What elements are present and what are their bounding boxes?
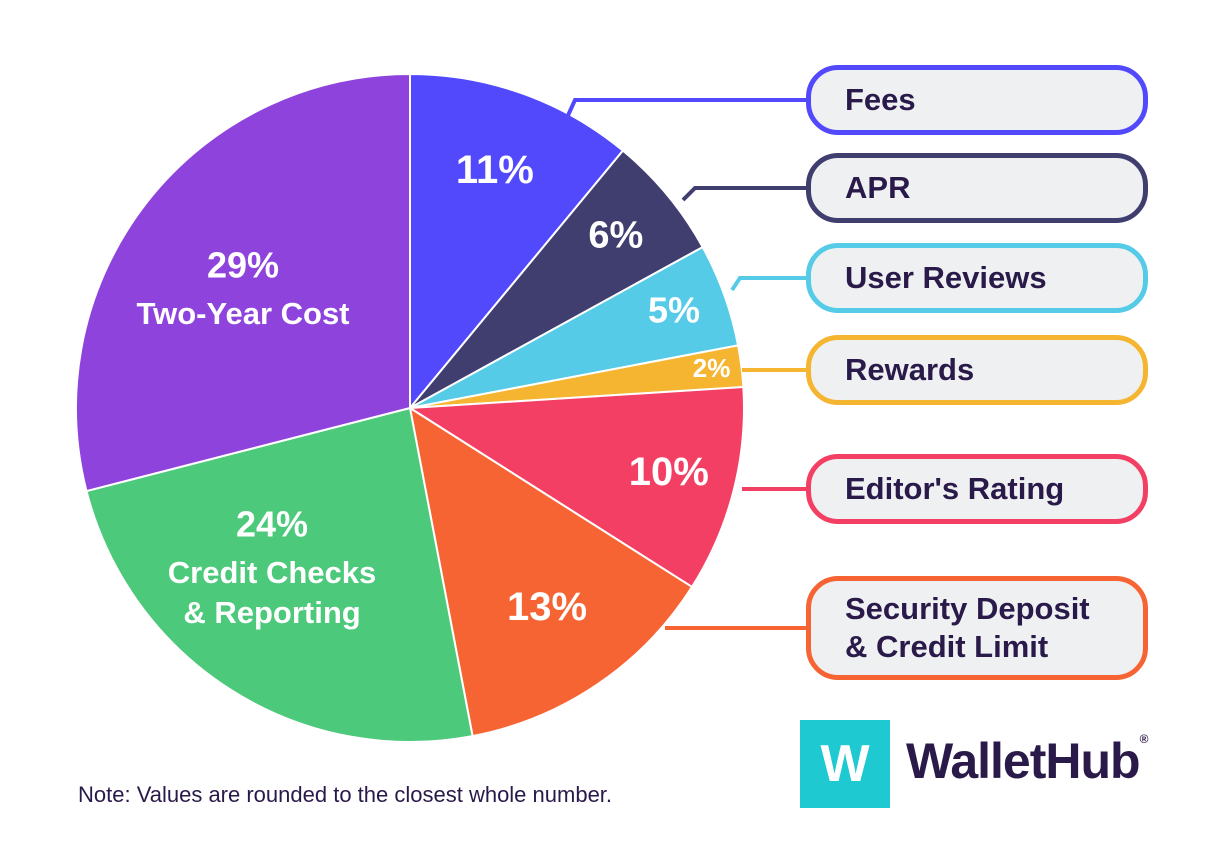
logo-wordmark-text: WalletHub (906, 733, 1141, 789)
legend-item-user-reviews: User Reviews (806, 243, 1148, 313)
slice-label-fees: 11% (456, 148, 534, 192)
pie-slice-credit-checks (85, 406, 474, 743)
slice-label-user-reviews: 5% (648, 289, 700, 330)
legend-label-rewards: Rewards (845, 352, 975, 387)
wallethub-wordmark: WalletHub® (906, 732, 1149, 790)
slice-labels: 11% 6%5% 2% 10% 13% 24% Credit Checks & Reporti… (136, 148, 730, 630)
legend-label-apr: APR (845, 170, 911, 205)
legend-label-user-reviews: User Reviews (845, 260, 1047, 295)
pie-slices (75, 72, 745, 743)
connector-user-reviews (730, 276, 806, 292)
legend-item-security-deposit: Security Deposit & Credit Limit (806, 576, 1148, 680)
slice-sublabel-two-year-cost-1: Two-Year Cost (136, 296, 349, 331)
pie-slice-security-deposit (408, 405, 694, 738)
pie-slice-fees (409, 72, 625, 411)
slice-sublabel-credit-checks-1: Credit Checks (168, 555, 376, 590)
legend-label-editors-rating: Editor's Rating (845, 471, 1065, 506)
slice-label-security-deposit: 13% (507, 585, 587, 629)
slice-label-rewards: 2% (693, 353, 731, 383)
legend-item-fees: Fees (806, 65, 1148, 135)
legend-label-security-deposit-line2: & Credit Limit (845, 629, 1049, 664)
legend-connectors (563, 98, 806, 630)
legend-item-apr: APR (806, 153, 1148, 223)
slice-label-two-year-cost: 29% (207, 245, 279, 286)
legend-label-security-deposit: Security Deposit & Credit Limit (845, 590, 1090, 666)
slice-label-apr: 6% (588, 215, 643, 257)
pie-slice-editors-rating (406, 385, 745, 589)
footnote: Note: Values are rounded to the closest … (78, 782, 613, 807)
slice-label-editors-rating: 10% (629, 450, 709, 494)
slice-label-credit-checks: 24% (236, 504, 308, 545)
logo-tile-letter: W (820, 735, 870, 793)
wallethub-logo-tile: W (800, 720, 890, 808)
slice-sublabel-credit-checks-2: & Reporting (183, 595, 360, 630)
legend-label-security-deposit-line1: Security Deposit (845, 591, 1090, 626)
logo-registered-mark: ® (1139, 732, 1149, 746)
pie-slice-apr (409, 149, 705, 409)
connector-apr (681, 186, 806, 202)
pie-slice-two-year-cost (75, 72, 411, 493)
legend-label-fees: Fees (845, 82, 916, 117)
legend-item-editors-rating: Editor's Rating (806, 454, 1148, 524)
connector-fees (563, 98, 806, 123)
legend-item-rewards: Rewards (806, 335, 1148, 405)
